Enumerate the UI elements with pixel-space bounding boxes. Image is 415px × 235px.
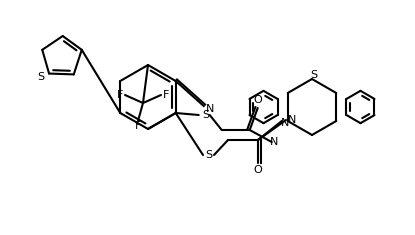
Text: S: S [37, 71, 45, 82]
Text: F: F [117, 90, 123, 100]
Text: S: S [310, 70, 317, 80]
Text: S: S [205, 150, 212, 160]
Text: N: N [281, 118, 289, 128]
Text: N: N [269, 137, 278, 147]
Text: O: O [253, 95, 262, 105]
Text: N: N [205, 104, 214, 114]
Text: F: F [135, 121, 141, 131]
Text: O: O [254, 165, 262, 175]
Text: F: F [163, 90, 169, 100]
Text: S: S [202, 110, 209, 120]
Text: N: N [288, 115, 296, 125]
